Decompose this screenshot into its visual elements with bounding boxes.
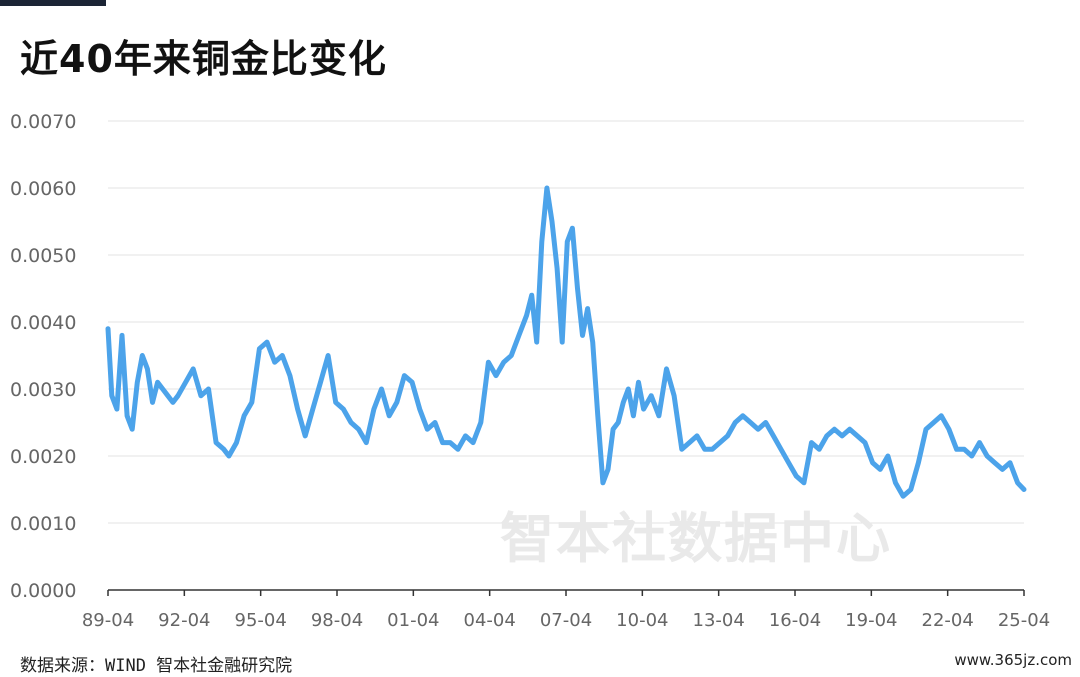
site-watermark: www.365jz.com [954, 651, 1072, 669]
watermark: 智本社数据中心 [500, 507, 892, 570]
y-tick-label: 0.0030 [10, 379, 76, 401]
y-tick-label: 0.0010 [10, 513, 76, 535]
y-tick-label: 0.0000 [10, 580, 76, 602]
x-tick-label: 13-04 [693, 610, 745, 631]
y-tick-label: 0.0070 [10, 111, 76, 133]
x-tick-label: 01-04 [387, 610, 439, 631]
x-tick-label: 19-04 [845, 610, 897, 631]
x-tick-label: 98-04 [311, 610, 363, 631]
y-tick-label: 0.0050 [10, 245, 76, 267]
x-tick-label: 07-04 [540, 610, 592, 631]
y-tick-label: 0.0020 [10, 446, 76, 468]
chart-title: 近40年来铜金比变化 [20, 37, 387, 81]
x-tick-label: 92-04 [158, 610, 210, 631]
x-tick-label: 95-04 [235, 610, 287, 631]
y-tick-label: 0.0060 [10, 178, 76, 200]
x-tick-label: 25-04 [998, 610, 1050, 631]
x-tick-label: 04-04 [464, 610, 516, 631]
top-accent-bar [0, 0, 106, 6]
data-source-note: 数据来源：WIND 智本社金融研究院 [20, 656, 293, 676]
y-tick-label: 0.0040 [10, 312, 76, 334]
x-tick-label: 16-04 [769, 610, 821, 631]
x-tick-label: 22-04 [922, 610, 974, 631]
series-line [105, 185, 1027, 499]
x-tick-label: 89-04 [82, 610, 134, 631]
x-tick-label: 10-04 [616, 610, 668, 631]
